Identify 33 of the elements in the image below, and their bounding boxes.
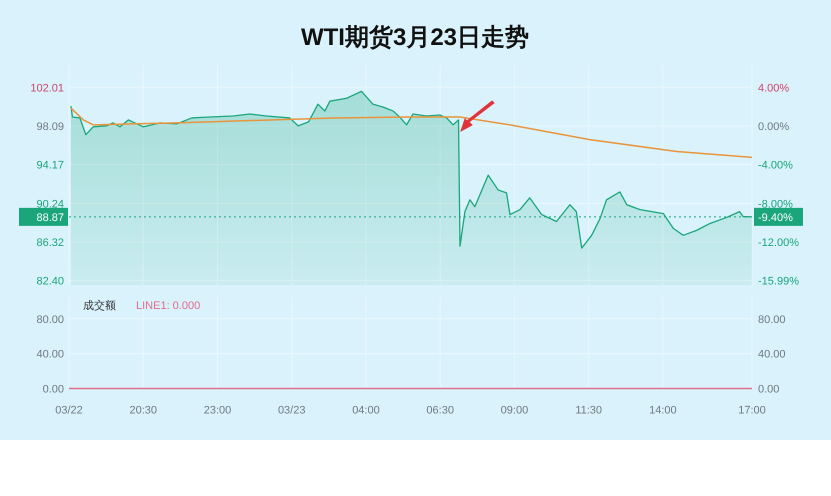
y-tick-label: 82.40 — [36, 276, 64, 288]
x-tick-label: 04:00 — [352, 404, 380, 416]
y-tick-label: 90.24 — [36, 198, 64, 210]
x-tick-label: 23:00 — [204, 404, 232, 416]
y2-tick-label: 40.00 — [758, 348, 786, 361]
y-tick-label: 98.09 — [36, 120, 64, 133]
x-tick-label: 06:30 — [426, 404, 454, 416]
y-tick-label: 40.00 — [36, 348, 64, 361]
ref-line-label: 88.87 — [36, 212, 64, 224]
y2-tick-label: -4.00% — [758, 160, 794, 172]
y-tick-label: 86.32 — [36, 237, 64, 250]
x-tick-label: 11:30 — [575, 404, 602, 416]
x-tick-label: 20:30 — [129, 404, 158, 416]
x-tick-label: 14:00 — [649, 404, 677, 416]
text: LINE1: 0.000 — [136, 300, 200, 312]
y2-tick-label: -8.00% — [758, 198, 794, 210]
x-tick-label: 03/23 — [278, 404, 306, 416]
chart-title: WTI期货3月23日走势 — [300, 24, 530, 51]
y-tick-label: 80.00 — [36, 314, 64, 326]
annotation: -9.40% — [758, 212, 794, 224]
y-tick-label: 0.00 — [42, 384, 64, 396]
x-tick-label: 09:00 — [500, 404, 528, 416]
y2-tick-label: -15.99% — [758, 276, 800, 288]
chart-title: 成交额 — [83, 299, 116, 312]
y2-tick-label: -12.00% — [758, 237, 800, 250]
y2-tick-label: 80.00 — [758, 314, 786, 326]
y2-tick-label: 0.00% — [758, 120, 790, 133]
x-tick-label: 17:00 — [738, 404, 766, 416]
x-tick-label: 03/22 — [55, 404, 83, 416]
y2-tick-label: 4.00% — [758, 82, 790, 94]
y2-tick-label: 0.00 — [758, 384, 780, 396]
y-tick-label: 94.17 — [36, 160, 64, 172]
y-tick-label: 102.01 — [30, 82, 64, 94]
